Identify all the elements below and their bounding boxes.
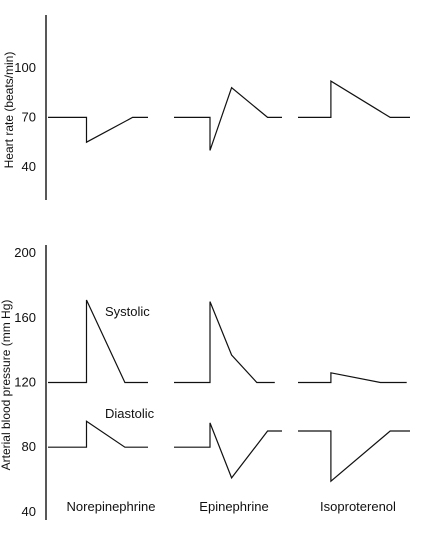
diastolic-annotation: Diastolic bbox=[105, 406, 155, 421]
blood-pressure-y-tick-label: 40 bbox=[22, 504, 36, 519]
heart-rate-y-tick-label: 40 bbox=[22, 159, 36, 174]
heart-rate-y-axis-label: Heart rate (beats/min) bbox=[2, 52, 16, 169]
blood-pressure-y-tick-label: 80 bbox=[22, 439, 36, 454]
heart-rate-y-tick-label: 70 bbox=[22, 109, 36, 124]
blood-pressure-y-axis-label: Arterial blood pressure (mm Hg) bbox=[0, 300, 13, 471]
blood-pressure-y-tick-label: 200 bbox=[14, 245, 36, 260]
heart-rate-panel: 40 70 100 Heart rate (beats/min) bbox=[2, 15, 410, 200]
heart-rate-y-tick-label: 100 bbox=[14, 60, 36, 75]
blood-pressure-y-tick-label: 160 bbox=[14, 310, 36, 325]
heart-rate-trace-isoproterenol bbox=[298, 80, 410, 119]
heart-rate-trace-epinephrine bbox=[174, 86, 282, 151]
blood-pressure-y-tick-label: 120 bbox=[14, 375, 36, 390]
systolic-annotation: Systolic bbox=[105, 304, 150, 319]
category-label-norepinephrine: Norepinephrine bbox=[67, 499, 156, 514]
systolic-trace-norepinephrine bbox=[48, 299, 148, 384]
diastolic-trace-norepinephrine bbox=[48, 420, 148, 448]
diastolic-trace-isoproterenol bbox=[298, 430, 410, 483]
category-label-isoproterenol: Isoproterenol bbox=[320, 499, 396, 514]
diastolic-trace-epinephrine bbox=[174, 422, 282, 480]
category-label-epinephrine: Epinephrine bbox=[199, 499, 268, 514]
systolic-trace-isoproterenol bbox=[298, 372, 407, 384]
systolic-trace-epinephrine bbox=[174, 301, 275, 384]
heart-rate-trace-norepinephrine bbox=[48, 116, 148, 144]
blood-pressure-panel: 40 80 120 160 200 Arterial blood pressure (m… bbox=[0, 245, 410, 520]
